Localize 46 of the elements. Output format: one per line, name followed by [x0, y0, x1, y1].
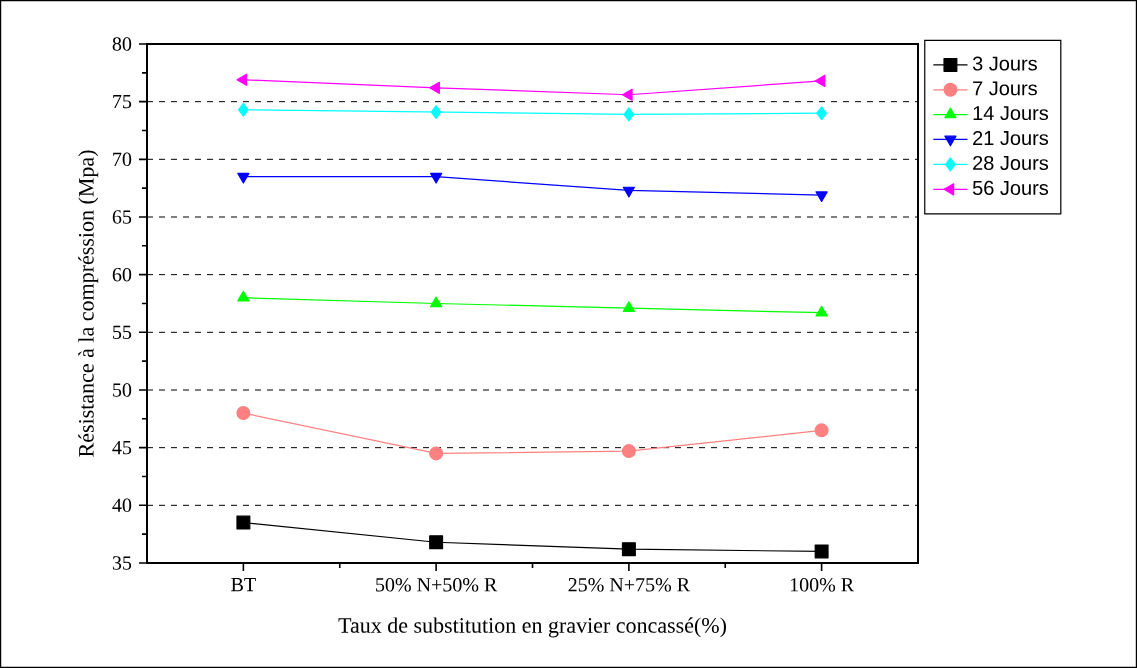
point [816, 106, 828, 121]
point [236, 406, 251, 421]
point [815, 191, 828, 203]
point [236, 73, 248, 86]
point [236, 515, 251, 530]
y-tick-label: 70 [113, 152, 132, 167]
point [622, 301, 636, 312]
point [623, 107, 635, 122]
point [429, 446, 444, 461]
y-tick-label: 40 [112, 498, 132, 513]
legend-label: 28 Jours [973, 155, 1049, 171]
y-axis-title: Résistance à la compréssion (Mpa) [78, 150, 99, 457]
point [621, 88, 633, 101]
x-tick-label: BT [231, 578, 256, 592]
x-tick-label: 100% R [790, 578, 855, 592]
y-tick-label: 35 [112, 556, 132, 570]
y-tick-label: 80 [112, 37, 132, 51]
x-axis-title: Taux de substitution en gravier concassé(%) [338, 617, 726, 638]
legend-label: 3 Jours [972, 56, 1037, 71]
y-tick-label: 45 [112, 440, 132, 455]
y-tick-label: 65 [112, 210, 132, 224]
x-tick-label: 50% N+50% R [376, 578, 498, 592]
x-tick-label: 25% N+75% R [568, 578, 691, 592]
point [237, 172, 250, 184]
point [814, 423, 829, 438]
point [814, 74, 826, 88]
point [429, 81, 440, 94]
point [429, 535, 444, 550]
point [621, 542, 636, 557]
legend-label: 21 Jours [973, 130, 1049, 146]
point [622, 186, 636, 198]
point [237, 102, 249, 117]
point [815, 305, 828, 317]
legend-label: 7 Jours [973, 81, 1037, 96]
point [237, 290, 250, 302]
point [429, 296, 443, 308]
y-tick-label: 55 [113, 325, 132, 339]
point [621, 444, 636, 459]
y-tick-label: 75 [113, 95, 132, 109]
y-tick-label: 60 [112, 267, 132, 282]
point [430, 105, 442, 120]
point [429, 172, 443, 184]
legend-label: 56 Jours [972, 180, 1049, 196]
point [814, 544, 829, 559]
y-tick-label: 50 [113, 383, 132, 397]
legend-label: 14 Jours [973, 106, 1049, 121]
